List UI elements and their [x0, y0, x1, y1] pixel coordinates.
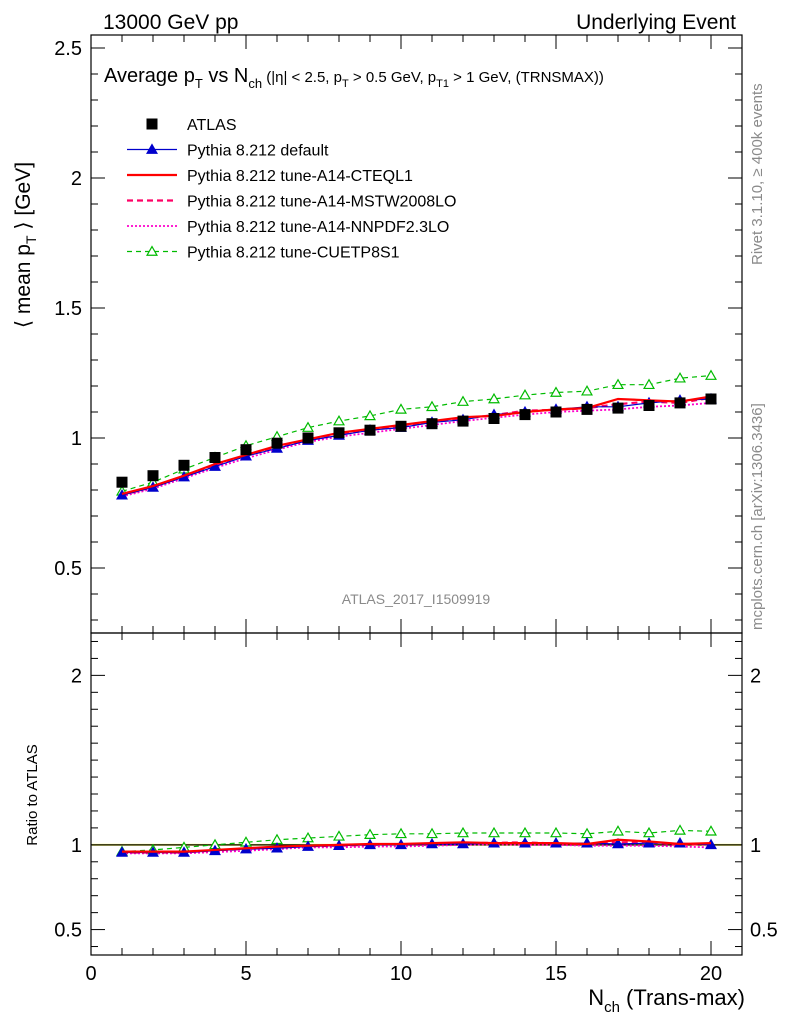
ratio-point-cuetp8s1: [705, 825, 717, 836]
legend-label-atlas: ATLAS: [187, 117, 237, 134]
point-cuetp8s1: [426, 400, 438, 412]
legend-label-cteql1: Pythia 8.212 tune-A14-CTEQL1: [187, 168, 413, 185]
point-default: [116, 489, 128, 500]
x-tick-label: 15: [545, 963, 567, 985]
ratio-point-cuetp8s1: [364, 828, 376, 839]
series-line-nnpdf: [121, 402, 712, 498]
point-atlas: [116, 476, 128, 488]
ratio-plot-area: [91, 824, 742, 857]
header-right: Underlying Event: [576, 11, 736, 34]
point-atlas: [488, 413, 500, 424]
point-atlas: [612, 402, 624, 414]
point-atlas: [271, 437, 283, 449]
x-tick-label: 5: [240, 963, 251, 985]
y-tick-label-right: 2: [750, 665, 761, 687]
main-ylabel: ⟨ mean pT ⟩ [GeV]: [12, 162, 39, 328]
series-line-cuetp8s1: [121, 375, 712, 492]
header-left: 13000 GeV pp: [103, 11, 238, 34]
point-cuetp8s1: [333, 414, 345, 426]
legend-label-mstw: Pythia 8.212 tune-A14-MSTW2008LO: [187, 194, 456, 211]
legend: ATLAS Pythia 8.212 default Pythia 8.212 tu…: [127, 117, 456, 262]
point-cuetp8s1: [519, 388, 531, 400]
point-atlas: [581, 403, 593, 415]
point-atlas: [240, 444, 252, 456]
ratio-point-cuetp8s1: [457, 826, 469, 838]
ratio-point-default: [674, 836, 686, 848]
legend-label-cuetp8s1: Pythia 8.212 tune-CUETP8S1: [187, 245, 400, 262]
point-cuetp8s1: [550, 386, 562, 397]
ratio-point-default: [612, 837, 624, 849]
y-tick-label: 2.5: [54, 38, 82, 60]
point-cuetp8s1: [643, 378, 655, 390]
point-atlas: [705, 393, 717, 405]
point-atlas: [674, 397, 686, 409]
point-atlas: [550, 406, 562, 418]
y-tick-label: 0.5: [54, 920, 82, 942]
point-cuetp8s1: [395, 403, 407, 414]
ratio-point-cuetp8s1: [643, 826, 655, 838]
y-tick-label: 2: [71, 665, 82, 687]
ratio-panel-frame: [90, 632, 743, 956]
legend-marker-atlas: [146, 118, 158, 130]
x-tick-label: 20: [700, 963, 722, 985]
point-atlas: [333, 427, 345, 439]
point-cuetp8s1: [302, 421, 314, 432]
point-atlas: [178, 459, 190, 471]
legend-marker-cuetp8s1: [146, 245, 158, 256]
point-atlas: [364, 424, 376, 436]
main-axis-ticks: 0.5 1 1.5 2 2.5: [54, 35, 743, 633]
point-atlas: [519, 409, 531, 421]
legend-label-nnpdf: Pythia 8.212 tune-A14-NNPDF2.3LO: [187, 219, 449, 236]
ratio-point-cuetp8s1: [488, 826, 500, 838]
point-cuetp8s1: [364, 409, 376, 421]
point-atlas: [147, 470, 159, 482]
ratio-point-cuetp8s1: [333, 830, 345, 841]
point-atlas: [302, 432, 314, 444]
ratio-line-cteql1: [122, 838, 712, 853]
ratio-point-cuetp8s1: [395, 827, 407, 839]
ratio-point-cuetp8s1: [426, 827, 438, 839]
ratio-point-cuetp8s1: [519, 826, 531, 838]
point-cuetp8s1: [457, 395, 469, 406]
ratio-point-cuetp8s1: [612, 825, 624, 836]
y-tick-label-right: 0.5: [750, 920, 778, 942]
analysis-watermark: ATLAS_2017_I1509919: [342, 591, 491, 607]
y-tick-label-right: 1: [750, 835, 761, 857]
point-atlas: [457, 415, 469, 427]
main-plot-area: [116, 369, 717, 500]
rivet-label: Rivet 3.1.10, ≥ 400k events: [749, 83, 766, 265]
point-atlas: [426, 418, 438, 430]
ratio-axis-ticks: 0 5 10 15 20 0.5 0.5 1 1 2 2: [54, 633, 778, 985]
legend-label-default: Pythia 8.212 default: [187, 143, 329, 160]
ratio-point-cuetp8s1: [674, 824, 686, 835]
ratio-ylabel: Ratio to ATLAS: [24, 744, 41, 845]
y-tick-label: 0.5: [54, 558, 82, 580]
point-atlas: [643, 400, 655, 411]
plot-title: Average pT vs Nch (|η| < 2.5, pT > 0.5 G…: [104, 65, 604, 91]
point-atlas: [209, 452, 221, 463]
y-tick-label: 1: [71, 835, 82, 857]
y-tick-label: 1: [71, 428, 82, 450]
xlabel: Nch (Trans-max): [588, 985, 745, 1016]
legend-marker-default: [146, 143, 158, 154]
point-cuetp8s1: [488, 392, 500, 404]
y-tick-label: 2: [71, 168, 82, 190]
point-cuetp8s1: [705, 369, 717, 380]
point-cuetp8s1: [674, 372, 686, 383]
point-atlas: [395, 420, 407, 432]
x-tick-label: 10: [390, 963, 412, 985]
x-tick-label: 0: [85, 963, 96, 985]
point-cuetp8s1: [612, 378, 624, 390]
mcplots-label: mcplots.cern.ch [arXiv:1306.3436]: [749, 403, 766, 630]
point-cuetp8s1: [581, 385, 593, 396]
ratio-point-cuetp8s1: [550, 826, 562, 838]
y-tick-label: 1.5: [54, 298, 82, 320]
